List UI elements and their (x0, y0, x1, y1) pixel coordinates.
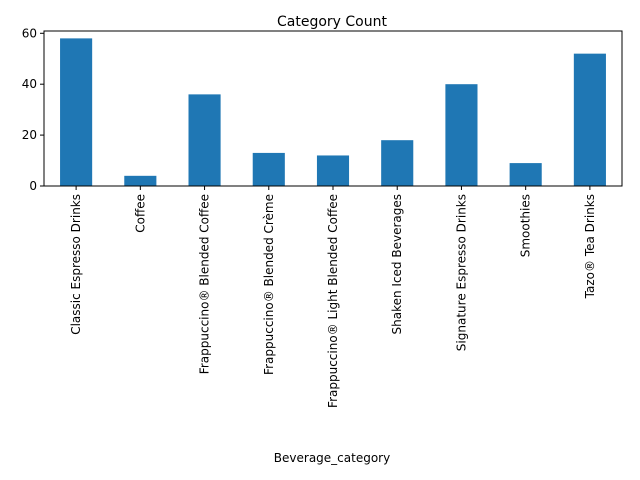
chart-title: Category Count (277, 14, 387, 30)
x-tick-label: Classic Espresso Drinks (69, 194, 83, 335)
x-tick-label: Frappuccino® Blended Coffee (198, 194, 212, 374)
bar (445, 84, 478, 186)
x-tick-label: Shaken Iced Beverages (390, 194, 404, 335)
bar (60, 38, 93, 186)
bar (188, 94, 221, 186)
y-tick-label: 60 (22, 26, 37, 40)
y-tick-label: 0 (29, 179, 37, 193)
x-tick-label: Smoothies (519, 194, 533, 257)
bars-group (60, 38, 606, 187)
y-tick-label: 20 (22, 128, 37, 142)
x-tick-label: Signature Espresso Drinks (454, 194, 468, 351)
bar (124, 175, 157, 186)
bar (252, 152, 285, 186)
bar (316, 155, 350, 186)
bar (573, 53, 606, 187)
x-axis: Classic Espresso Drinks Coffee Frappuccino… (69, 186, 597, 408)
x-axis-label: Beverage_category (274, 451, 390, 465)
plot-frame (43, 30, 623, 187)
bar (509, 163, 542, 186)
x-tick-label: Frappuccino® Blended Crème (262, 194, 276, 375)
x-tick-label: Coffee (133, 194, 147, 233)
x-tick-label: Tazo® Tea Drinks (583, 194, 597, 299)
y-axis: 0 20 40 60 (22, 26, 44, 193)
x-tick-label: Frappuccino® Light Blended Coffee (326, 194, 340, 408)
y-tick-label: 40 (22, 77, 37, 91)
bar (381, 140, 414, 186)
